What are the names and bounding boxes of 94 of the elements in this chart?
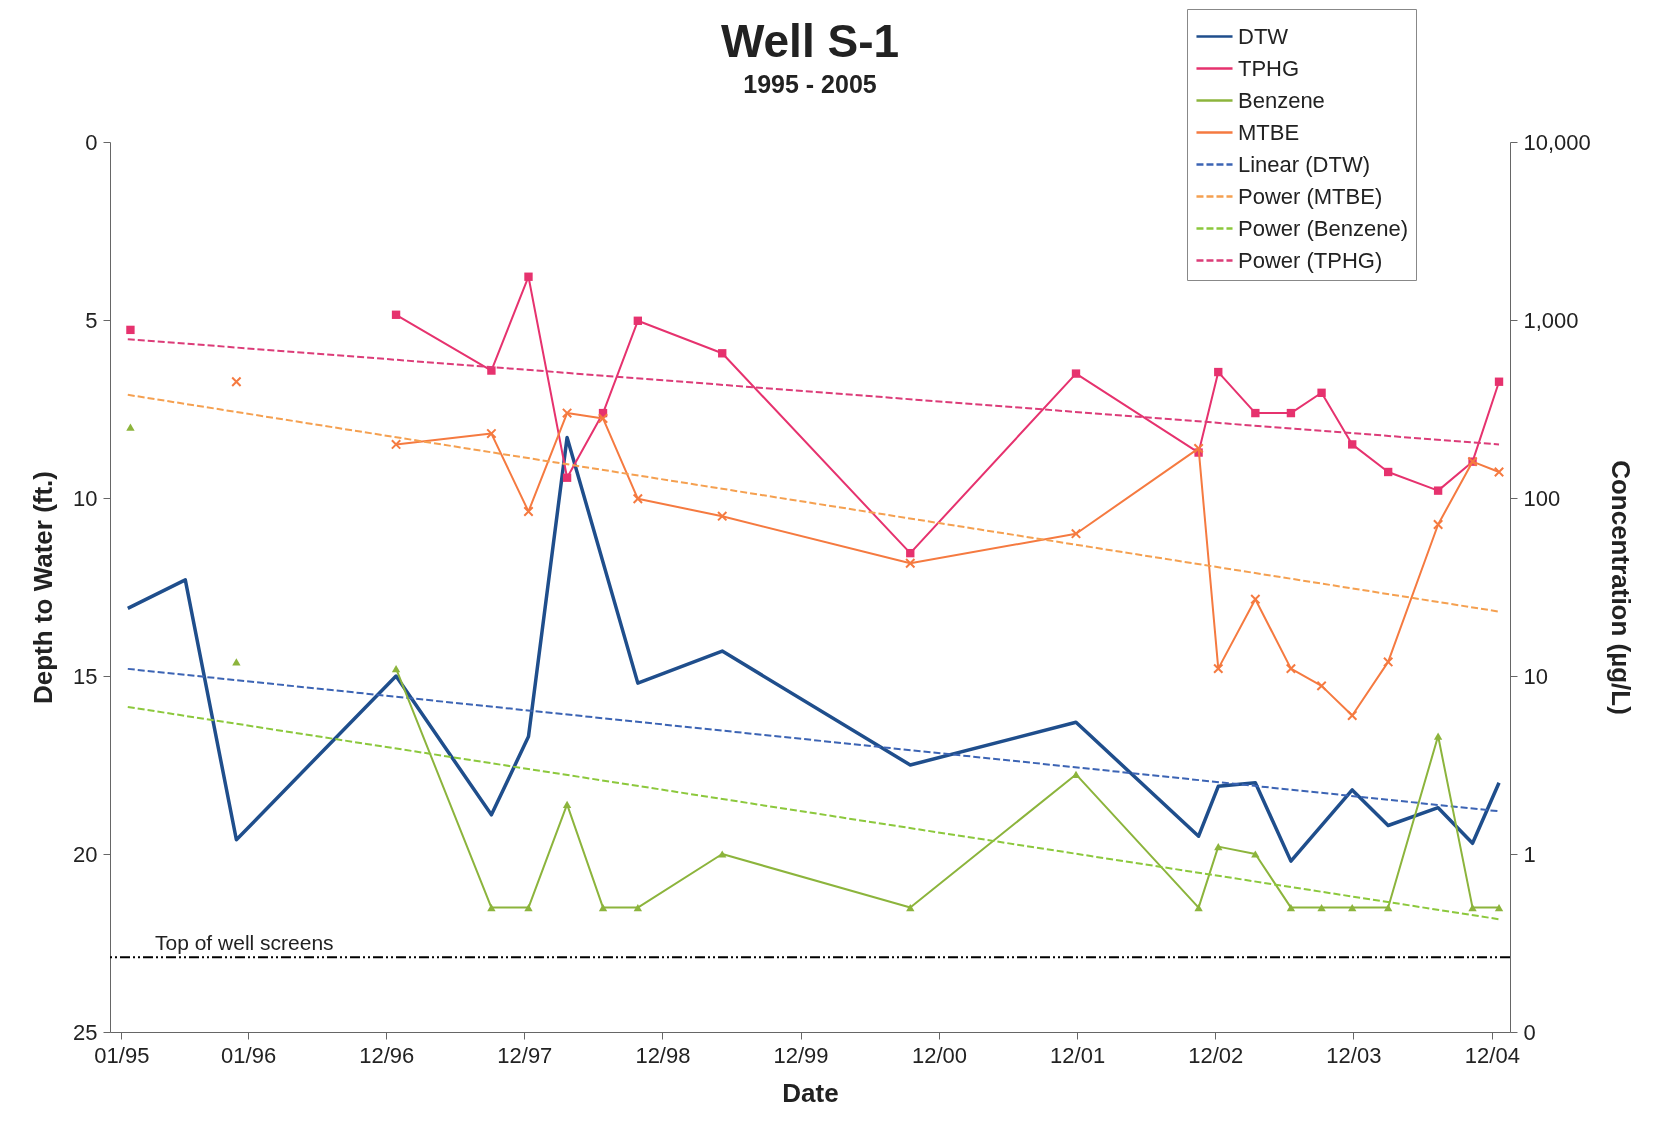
legend-label: Power (Benzene) (1238, 215, 1408, 241)
legend-label: MTBE (1238, 119, 1300, 145)
point (391, 665, 401, 673)
point (1214, 843, 1223, 851)
x-tick-label: 01/95 (94, 1042, 150, 1068)
point (1250, 594, 1261, 605)
point (632, 493, 644, 504)
point (126, 325, 135, 335)
y-tick-label: 25 (73, 1019, 98, 1045)
y2-tick-label: 1,000 (1523, 307, 1579, 333)
point (1432, 519, 1444, 530)
y-tick-label: 15 (73, 663, 98, 689)
x-axis-title: Date (782, 1077, 839, 1108)
point (1070, 528, 1082, 539)
point (1317, 903, 1326, 912)
chart-subtitle: 1995 - 2005 (743, 69, 877, 98)
y2-tick-label: 10,000 (1523, 129, 1591, 155)
point (1214, 367, 1223, 377)
point (1071, 770, 1081, 779)
legend-label: TPHG (1238, 55, 1300, 81)
point (1317, 388, 1326, 397)
point (1316, 680, 1327, 692)
point (524, 272, 533, 281)
x-tick-label: 12/97 (497, 1042, 553, 1068)
point (1383, 467, 1393, 477)
point (524, 903, 533, 912)
legend-label: Power (MTBE) (1238, 183, 1383, 209)
legend-label: Linear (DTW) (1238, 151, 1371, 177)
point (487, 903, 496, 912)
legend-label: Benzene (1238, 87, 1325, 113)
y-tick-label: 10 (73, 485, 98, 511)
x-tick-label: 12/01 (1050, 1042, 1106, 1068)
point (1286, 408, 1296, 418)
x-tick-label: 12/98 (635, 1042, 691, 1068)
point (718, 349, 727, 358)
ref-line-label: Top of well screens (155, 931, 334, 955)
x-tick-label: 12/99 (773, 1042, 829, 1068)
point (1194, 903, 1203, 912)
point (561, 407, 573, 419)
point (523, 506, 534, 517)
point (1251, 408, 1260, 418)
point (906, 548, 915, 558)
point (562, 473, 572, 482)
point (487, 366, 496, 375)
point (562, 800, 572, 808)
point (718, 850, 727, 858)
point (905, 558, 916, 569)
point (1285, 663, 1297, 674)
point (1383, 903, 1393, 912)
point (390, 439, 402, 450)
point (1071, 369, 1081, 378)
x-tick-label: 12/96 (359, 1042, 415, 1068)
x-tick-label: 12/02 (1188, 1042, 1244, 1068)
x-tick-label: 12/04 (1464, 1042, 1520, 1068)
y2-tick-label: 10 (1523, 663, 1548, 689)
y2-tick-label: 100 (1523, 485, 1561, 511)
point (1468, 903, 1477, 912)
y2-axis-title: Concentration (µg/L) (1605, 460, 1636, 715)
x-tick-label: 12/03 (1326, 1042, 1382, 1068)
point (1348, 903, 1357, 912)
point (598, 903, 608, 912)
y-tick-label: 20 (73, 841, 98, 867)
point (717, 511, 728, 522)
point (597, 413, 609, 424)
y-tick-label: 5 (85, 307, 98, 333)
point (1251, 850, 1260, 858)
point (232, 658, 241, 666)
point (1193, 443, 1204, 454)
point (906, 903, 915, 912)
x-tick-label: 01/96 (221, 1042, 277, 1068)
point (633, 316, 643, 325)
legend-label: DTW (1238, 23, 1289, 49)
point (1347, 710, 1358, 721)
point (1382, 656, 1394, 668)
point (1433, 732, 1443, 740)
point (1494, 377, 1504, 386)
x-tick-label: 12/00 (912, 1042, 968, 1068)
point (391, 310, 401, 319)
point (1213, 663, 1224, 674)
point (1286, 903, 1296, 912)
chart-title: Well S-1 (720, 14, 900, 67)
point (231, 376, 242, 387)
point (1348, 440, 1357, 449)
point (633, 903, 643, 912)
y2-tick-label: 1 (1523, 841, 1536, 867)
point (486, 428, 497, 439)
point (126, 423, 135, 431)
point (1494, 903, 1504, 912)
legend-label: Power (TPHG) (1238, 247, 1383, 273)
y-axis-title: Depth to Water (ft.) (28, 471, 59, 704)
y2-tick-label: 0 (1523, 1019, 1536, 1045)
y-tick-label: 0 (85, 129, 98, 155)
point (1433, 486, 1443, 495)
point (1493, 466, 1505, 478)
